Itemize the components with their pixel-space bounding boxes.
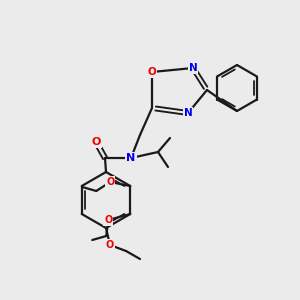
Text: N: N — [189, 63, 197, 73]
Text: O: O — [106, 177, 114, 187]
Text: O: O — [91, 137, 101, 147]
Text: O: O — [148, 67, 156, 77]
Text: O: O — [104, 215, 112, 225]
Text: N: N — [184, 108, 192, 118]
Text: O: O — [106, 240, 114, 250]
Text: N: N — [126, 153, 136, 163]
